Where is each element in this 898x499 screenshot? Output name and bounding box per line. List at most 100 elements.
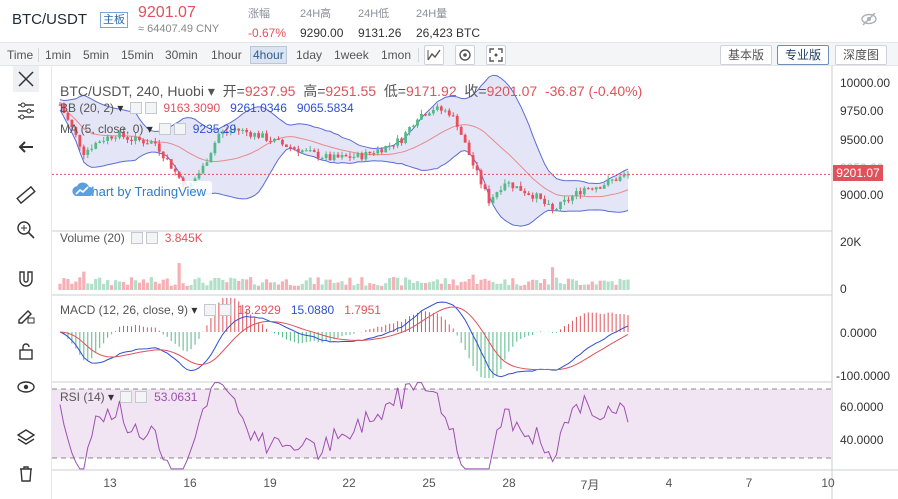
candle-body xyxy=(439,106,443,111)
close-icon[interactable] xyxy=(144,102,157,114)
macd-tick: 0.0000 xyxy=(840,326,877,340)
candle-body xyxy=(431,109,435,114)
macd-legend[interactable]: MACD (12, 26, close, 9) ▾ 13.2929 15.088… xyxy=(60,303,381,317)
volume-bar xyxy=(213,277,217,290)
candle-body xyxy=(408,126,411,133)
volume-bar xyxy=(217,277,221,290)
tf-1min[interactable]: 1min xyxy=(45,48,72,62)
settings-icon[interactable] xyxy=(203,304,216,316)
candle-body xyxy=(205,162,209,166)
volume-bar xyxy=(66,278,70,290)
settings-icon[interactable] xyxy=(129,102,142,114)
hide-eye-icon[interactable] xyxy=(860,10,878,28)
candle-body xyxy=(233,128,237,131)
tf-1hour[interactable]: 1hour xyxy=(211,48,242,62)
pencil-lock-icon[interactable] xyxy=(13,302,39,328)
tradingview-chart[interactable]: BTC/USDT, 240, Huobi ▾ 开=9237.95 高=9251.… xyxy=(52,66,898,499)
zoom-in-icon[interactable] xyxy=(13,217,39,243)
settings-icon[interactable] xyxy=(120,391,133,403)
candle-body xyxy=(281,139,284,145)
candle-body xyxy=(237,128,241,131)
time-tick: 22 xyxy=(342,476,356,490)
volume-bar xyxy=(396,277,400,290)
macd-name: MACD (12, 26, close, 9) xyxy=(60,303,189,317)
stat-value: 9131.26 xyxy=(358,26,402,40)
tf-15min[interactable]: 15min xyxy=(121,48,154,62)
unlock-icon[interactable] xyxy=(13,338,39,364)
tf-time[interactable]: Time xyxy=(7,48,34,62)
tf-30min[interactable]: 30min xyxy=(165,48,198,62)
tf-4hour[interactable]: 4hour xyxy=(250,46,287,64)
tf-1week[interactable]: 1week xyxy=(334,48,369,62)
settings-icon[interactable] xyxy=(159,123,172,135)
candle-body xyxy=(582,188,586,195)
trading-pair[interactable]: BTC/USDT xyxy=(12,11,87,28)
ma-legend[interactable]: MA (5, close, 0) ▾ 9235.29 xyxy=(60,122,237,136)
volume-bar xyxy=(141,279,145,290)
rsi-legend[interactable]: RSI (14) ▾ 53.0631 xyxy=(60,390,198,404)
tf-5min[interactable]: 5min xyxy=(83,48,110,62)
stat-label: 涨幅 xyxy=(248,8,270,20)
volume-bar xyxy=(177,263,181,290)
volume-bar xyxy=(249,277,253,290)
fullscreen-icon[interactable] xyxy=(486,45,506,65)
candle-body xyxy=(265,133,268,141)
volume-bar xyxy=(431,281,435,290)
volume-bar xyxy=(392,277,396,290)
close-icon[interactable] xyxy=(135,391,148,403)
node-editor-icon[interactable] xyxy=(13,98,39,124)
indicator-settings-icon[interactable] xyxy=(455,45,475,65)
candle-body xyxy=(110,136,114,139)
magnet-icon[interactable] xyxy=(13,266,39,292)
candle-body xyxy=(360,153,364,160)
candle-body xyxy=(328,154,332,161)
close-icon[interactable] xyxy=(218,304,231,316)
candle-body xyxy=(412,125,415,127)
volume-bar xyxy=(197,277,201,290)
view-depth-button[interactable]: 深度图 xyxy=(835,45,888,65)
candle-body xyxy=(213,142,217,154)
candle-body xyxy=(590,188,594,190)
tf-1day[interactable]: 1day xyxy=(296,48,323,62)
volume-bar xyxy=(284,279,288,290)
layers-icon[interactable] xyxy=(13,424,39,450)
chart-type-icon[interactable] xyxy=(424,45,444,65)
eye-icon[interactable] xyxy=(13,374,39,400)
crosshair-icon[interactable] xyxy=(13,66,39,92)
drawing-tools-sidebar xyxy=(0,66,52,499)
candle-body xyxy=(384,146,388,153)
time-tick: 10 xyxy=(821,476,835,490)
macd-hist: 13.2929 xyxy=(237,303,281,317)
volume-bar xyxy=(598,280,602,290)
candle-body xyxy=(555,209,558,211)
close-icon[interactable] xyxy=(146,232,159,244)
volume-bar xyxy=(570,279,574,290)
tf-1mon[interactable]: 1mon xyxy=(381,48,412,62)
volume-legend[interactable]: Volume (20) 3.845K xyxy=(60,231,203,245)
ruler-icon[interactable] xyxy=(13,182,39,208)
volume-bar xyxy=(451,279,455,290)
arrow-left-icon[interactable] xyxy=(13,134,39,160)
volume-bar xyxy=(475,283,479,290)
close-icon[interactable] xyxy=(174,123,187,135)
price-tick: 9750.00 xyxy=(840,104,884,118)
view-pro-button[interactable]: 专业版 xyxy=(777,45,830,65)
trash-icon[interactable] xyxy=(13,460,39,486)
chart-canvas[interactable] xyxy=(52,66,898,499)
bb-legend[interactable]: BB (20, 2) ▾ 9163.3090 9261.0346 9065.58… xyxy=(60,101,354,115)
volume-bar xyxy=(272,282,277,290)
time-tick: 4 xyxy=(665,476,673,490)
candle-body xyxy=(451,115,455,117)
tradingview-watermark[interactable]: Chart by TradingView xyxy=(70,181,213,202)
candle-body xyxy=(145,143,149,145)
volume-bar xyxy=(264,279,269,290)
settings-icon[interactable] xyxy=(131,232,144,244)
volume-bar xyxy=(336,282,340,290)
candle-body xyxy=(90,148,94,150)
view-basic-button[interactable]: 基本版 xyxy=(720,45,773,65)
stat-value: -0.67% xyxy=(248,26,287,40)
candle-body xyxy=(177,171,181,178)
volume-bar xyxy=(58,283,62,290)
volume-bar xyxy=(487,280,491,290)
candle-body xyxy=(134,136,137,141)
